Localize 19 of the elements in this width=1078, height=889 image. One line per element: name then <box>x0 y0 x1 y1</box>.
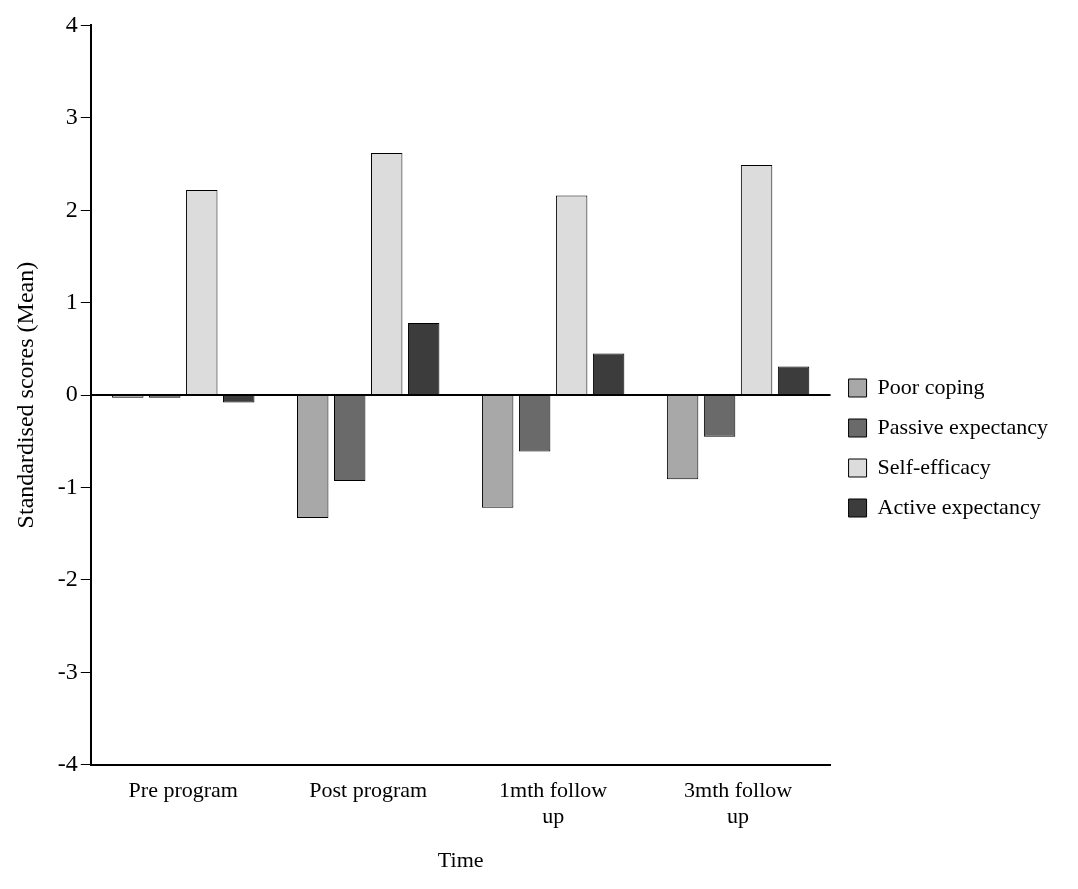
x-tick-label: 1mth follow up <box>499 776 608 829</box>
x-tick-label: Pre program <box>128 776 238 802</box>
y-tick-label: -3 <box>57 657 78 684</box>
y-tick-label: -2 <box>57 565 78 592</box>
y-axis-title: Standardised scores (Mean) <box>11 261 38 529</box>
legend-label: Self-efficacy <box>877 453 991 479</box>
x-tick-label: 3mth follow up <box>684 776 793 829</box>
y-tick-label: 2 <box>65 195 78 222</box>
y-tick-label: 1 <box>65 287 78 314</box>
x-tick-label: Post program <box>309 776 428 802</box>
y-tick-label: 3 <box>65 103 78 130</box>
legend-label: Poor coping <box>877 373 985 399</box>
y-tick-label: 0 <box>65 380 78 407</box>
y-tick-label: -4 <box>57 750 78 777</box>
legend-label: Passive expectancy <box>877 413 1048 439</box>
x-axis-title: Time <box>437 846 484 872</box>
y-tick-label: 4 <box>65 10 78 37</box>
legend-label: Active expectancy <box>877 493 1041 519</box>
y-tick-label: -1 <box>57 472 78 499</box>
